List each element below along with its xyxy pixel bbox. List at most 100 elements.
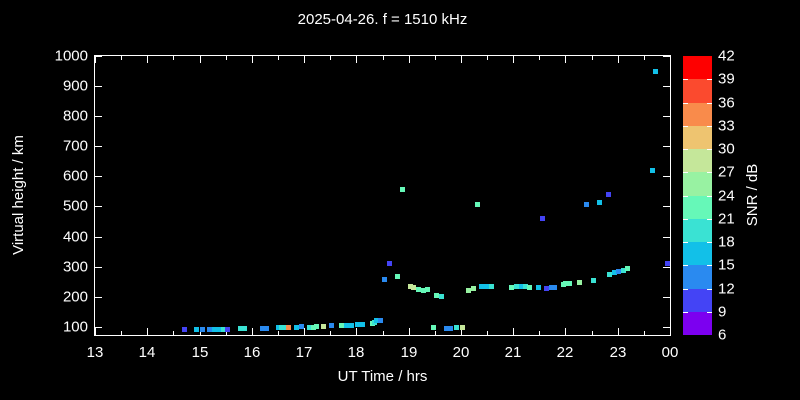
- x-minor-tick-top: [539, 56, 540, 60]
- data-point: [591, 278, 596, 283]
- data-point: [411, 285, 416, 290]
- x-minor-tick-top: [435, 56, 436, 60]
- data-point: [378, 318, 383, 323]
- colorbar-tick: [683, 79, 688, 80]
- colorbar-tick-label: 36: [718, 94, 735, 111]
- data-point: [577, 280, 582, 285]
- data-point: [279, 325, 284, 330]
- data-point: [314, 324, 319, 329]
- data-point: [475, 202, 480, 207]
- data-point: [509, 285, 514, 290]
- y-tick-label: 600: [62, 167, 88, 185]
- data-point: [307, 325, 312, 330]
- x-minor-tick-top: [644, 56, 645, 60]
- colorbar-tick: [707, 196, 712, 197]
- colorbar-tick: [683, 312, 688, 313]
- data-point: [544, 286, 549, 291]
- colorbar-tick-label: 42: [718, 47, 735, 65]
- data-point: [653, 69, 658, 74]
- colorbar-tick-label: 33: [718, 117, 735, 135]
- y-tick-label: 900: [62, 77, 88, 95]
- data-point: [454, 325, 459, 330]
- data-point: [625, 266, 630, 271]
- x-minor-tick: [226, 331, 227, 335]
- x-tick-label: 19: [400, 344, 418, 361]
- x-major-tick: [304, 328, 305, 335]
- colorbar-tick: [683, 289, 688, 290]
- colorbar-tick: [683, 103, 688, 104]
- data-point: [519, 284, 524, 289]
- data-point: [395, 274, 400, 279]
- chart-title: 2025-04-26. f = 1510 kHz: [297, 11, 468, 28]
- y-tick-right: [663, 116, 670, 117]
- data-point: [400, 187, 405, 192]
- x-major-tick-top: [409, 56, 410, 63]
- y-tick-right: [663, 237, 670, 238]
- data-point: [563, 281, 568, 286]
- x-major-tick: [95, 328, 96, 335]
- data-point: [606, 192, 611, 197]
- x-major-tick: [670, 328, 671, 335]
- data-point: [665, 261, 670, 266]
- y-tick: [95, 206, 102, 207]
- colorbar-tick: [707, 219, 712, 220]
- x-minor-tick: [278, 331, 279, 335]
- x-major-tick-top: [147, 56, 148, 63]
- y-tick-right: [663, 327, 670, 328]
- x-major-tick-top: [513, 56, 514, 63]
- x-major-tick-top: [461, 56, 462, 63]
- colorbar-tick-label: 9: [718, 303, 727, 321]
- data-point: [434, 293, 439, 298]
- y-tick-right: [663, 86, 670, 87]
- colorbar-tick: [683, 149, 688, 150]
- y-tick: [95, 297, 102, 298]
- data-point: [225, 327, 230, 332]
- data-point: [607, 272, 612, 277]
- data-point: [527, 285, 532, 290]
- colorbar-axis-label: SNR / dB: [744, 163, 761, 227]
- colorbar-segment: [683, 218, 712, 242]
- data-point: [355, 322, 360, 327]
- x-minor-tick: [487, 331, 488, 335]
- x-minor-tick: [644, 331, 645, 335]
- colorbar-tick-label: 18: [718, 233, 735, 251]
- x-axis-label: UT Time / hrs: [337, 368, 428, 385]
- x-tick-label: 16: [243, 344, 261, 361]
- colorbar-tick-label: 21: [718, 210, 735, 228]
- data-point: [616, 269, 621, 274]
- data-point: [194, 327, 199, 332]
- colorbar-tick-label: 27: [718, 163, 735, 181]
- colorbar-segment: [683, 79, 712, 103]
- data-point: [416, 287, 421, 292]
- data-point: [540, 216, 545, 221]
- x-tick-label: 15: [191, 344, 209, 361]
- colorbar-tick: [707, 149, 712, 150]
- x-major-tick-top: [200, 56, 201, 63]
- colorbar-tick-label: 15: [718, 256, 735, 274]
- x-minor-tick: [330, 331, 331, 335]
- x-tick-label: 18: [347, 344, 365, 361]
- y-tick-right: [663, 267, 670, 268]
- data-point: [621, 268, 626, 273]
- colorbar-tick-label: 39: [718, 70, 735, 88]
- x-major-tick: [356, 328, 357, 335]
- data-point: [484, 284, 489, 289]
- x-tick-label: 00: [661, 344, 679, 361]
- data-point: [382, 277, 387, 282]
- colorbar-tick: [707, 289, 712, 290]
- x-minor-tick-top: [226, 56, 227, 60]
- data-point: [448, 326, 453, 331]
- x-major-tick-top: [670, 56, 671, 63]
- x-major-tick-top: [95, 56, 96, 63]
- x-minor-tick-top: [383, 56, 384, 60]
- y-tick: [95, 86, 102, 87]
- data-point: [387, 261, 392, 266]
- y-tick-label: 1000: [54, 47, 88, 65]
- colorbar-tick: [683, 172, 688, 173]
- data-point: [552, 285, 557, 290]
- x-minor-tick: [173, 331, 174, 335]
- x-minor-tick: [383, 331, 384, 335]
- data-point: [612, 270, 617, 275]
- colorbar-tick: [707, 79, 712, 80]
- data-point: [584, 202, 589, 207]
